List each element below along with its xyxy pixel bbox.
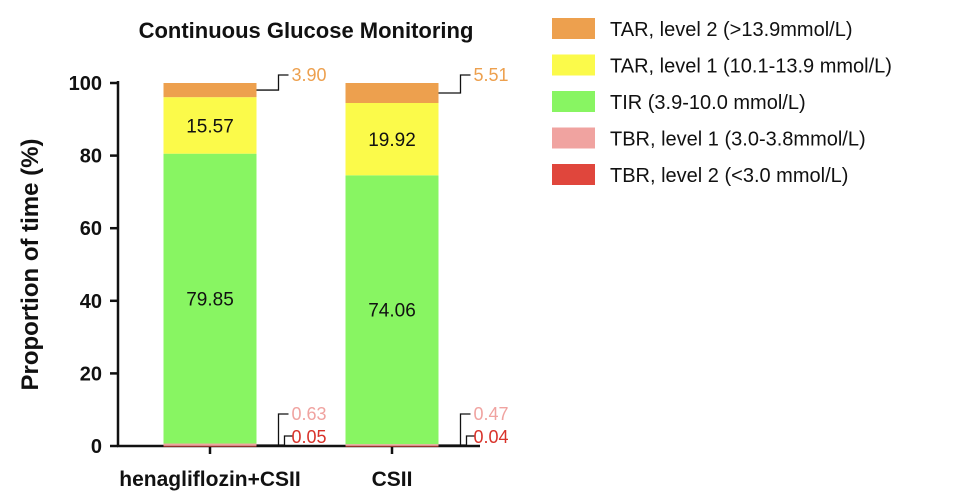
leader-line (256, 413, 289, 447)
bar-segment (345, 444, 439, 446)
leader-line (438, 413, 471, 447)
y-tick-label: 80 (80, 146, 102, 168)
legend-swatch (552, 91, 595, 112)
data-label: 15.57 (186, 116, 234, 137)
bar-segment (163, 443, 257, 446)
bar-segment (345, 83, 439, 104)
y-tick-label: 0 (91, 436, 102, 458)
legend-swatch (552, 18, 595, 39)
data-label: 74.06 (368, 301, 416, 322)
legend-label: TBR, level 1 (3.0-3.8mmol/L) (610, 129, 866, 151)
y-tick-label: 20 (80, 363, 102, 385)
axes: 0 20 40 60 80 100 henagliflozin+CSII CSII (69, 73, 480, 491)
data-label: 0.05 (292, 427, 327, 447)
y-tick-label: 100 (69, 73, 102, 95)
leader-line (256, 74, 289, 91)
leader-line (438, 74, 471, 94)
legend-swatch (552, 164, 595, 185)
legend: TAR, level 2 (>13.9mmol/L) TAR, level 1 (… (552, 18, 892, 187)
bar-segment (163, 83, 257, 98)
leader-line (438, 435, 475, 446)
bar-segment (163, 153, 257, 444)
data-label: 5.51 (474, 65, 509, 85)
chart-title: Continuous Glucose Monitoring (139, 18, 474, 43)
bar-segment (163, 445, 257, 447)
data-label: 79.85 (186, 290, 234, 311)
data-labels: 79.85 15.57 3.90 0.63 0.05 74.06 19.92 5.51 0.47… (186, 65, 508, 447)
y-tick-label: 60 (80, 218, 102, 240)
bar-segment (345, 175, 439, 445)
legend-label: TAR, level 1 (10.1-13.9 mmol/L) (610, 56, 892, 78)
y-axis-label-group: Proportion of time (%) (17, 139, 44, 391)
legend-label: TAR, level 2 (>13.9mmol/L) (610, 19, 853, 41)
bar-segment (345, 445, 439, 447)
bar-segment (345, 103, 439, 176)
legend-swatch (552, 54, 595, 76)
y-tick-label: 40 (80, 291, 102, 313)
legend-label: TIR (3.9-10.0 mmol/L) (610, 92, 806, 114)
x-tick-label: henagliflozin+CSII (119, 468, 300, 491)
y-axis-label: Proportion of time (%) (17, 139, 44, 391)
data-label: 3.90 (292, 65, 327, 85)
bars (163, 83, 439, 447)
bar-segment (163, 97, 257, 154)
data-label: 0.04 (474, 427, 509, 447)
legend-label: TBR, level 2 (<3.0 mmol/L) (610, 165, 848, 187)
data-label: 19.92 (368, 130, 416, 151)
legend-swatch (552, 127, 595, 149)
data-label: 0.63 (292, 404, 327, 424)
leader-line (256, 435, 293, 446)
data-label: 0.47 (474, 404, 509, 424)
x-tick-label: CSII (372, 468, 413, 491)
